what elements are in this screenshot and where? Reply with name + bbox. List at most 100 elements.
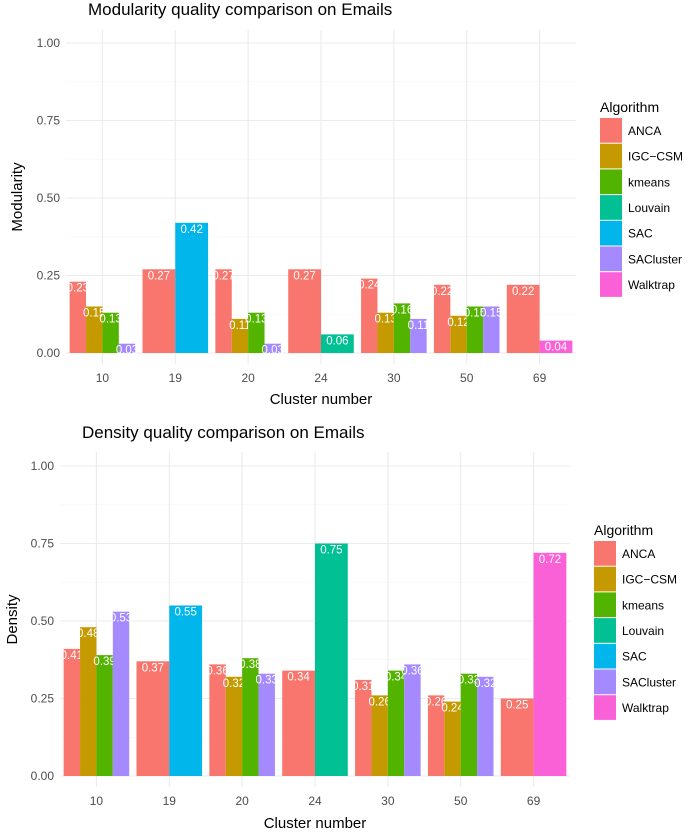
- modularity-bar-label: 0.06: [326, 335, 348, 347]
- density-x-tick-label: 50: [454, 794, 468, 808]
- modularity-legend-key: [600, 169, 622, 195]
- modularity-legend-label: IGC−CSM: [628, 150, 683, 164]
- density-bar-label: 0.72: [539, 554, 561, 566]
- density-bar: [387, 670, 405, 776]
- density-bar-label: 0.32: [223, 678, 245, 690]
- density-bar-label: 0.25: [506, 700, 528, 712]
- modularity-legend-key: [600, 195, 622, 220]
- density-bar-label: 0.36: [401, 665, 423, 677]
- modularity-legend-key: [600, 220, 622, 246]
- modularity-bar: [86, 306, 103, 353]
- modularity-y-tick-label: 0.50: [37, 191, 61, 205]
- modularity-x-axis-title: Cluster number: [270, 391, 373, 408]
- modularity-bar-label: 0.42: [180, 224, 202, 236]
- density-bar-label: 0.38: [239, 659, 261, 671]
- density-bar-label: 0.55: [174, 607, 196, 619]
- density-bar: [477, 676, 494, 776]
- density-x-tick-label: 30: [381, 794, 395, 808]
- modularity-y-tick-label: 0.75: [37, 114, 61, 128]
- density-legend-label: SACluster: [622, 675, 676, 689]
- modularity-bar: [142, 269, 176, 353]
- modularity-bar: [248, 312, 265, 353]
- modularity-legend-label: ANCA: [628, 124, 661, 138]
- modularity-bar-label: 0.15: [464, 308, 486, 320]
- modularity-bar-label: 0.22: [431, 286, 453, 298]
- density-chart-title: Density quality comparison on Emails: [82, 423, 365, 442]
- density-legend-label: SAC: [622, 650, 647, 664]
- density-x-tick-label: 20: [235, 794, 249, 808]
- modularity-x-tick-label: 30: [387, 371, 401, 385]
- density-legend-label: Walktrap: [622, 701, 669, 715]
- modularity-bar-label: 0.03: [262, 345, 284, 357]
- density-bar-label: 0.34: [385, 672, 408, 684]
- modularity-bar-label: 0.23: [67, 283, 89, 295]
- density-legend-key: [594, 669, 616, 695]
- density-bar-label: 0.32: [474, 678, 496, 690]
- density-bar: [282, 670, 315, 776]
- modularity-bar: [483, 306, 500, 353]
- modularity-bar-label: 0.13: [99, 314, 121, 326]
- modularity-bar: [450, 315, 467, 353]
- modularity-bar-label: 0.16: [391, 304, 413, 316]
- density-x-tick-label: 19: [163, 794, 177, 808]
- density-bar: [80, 627, 97, 776]
- density-legend-label: IGC−CSM: [622, 573, 677, 587]
- density-bar: [63, 648, 81, 776]
- density-bar-label: 0.26: [368, 696, 390, 708]
- modularity-legend-key: [600, 246, 622, 272]
- density-bar-label: 0.33: [256, 675, 278, 687]
- modularity-legend-label: Louvain: [628, 201, 670, 215]
- density-y-tick-label: 0.50: [31, 614, 55, 628]
- density-x-tick-label: 10: [90, 794, 104, 808]
- modularity-legend: Algorithm ANCA IGC−CSM kmeans Louvain SAC SACl…: [600, 99, 683, 297]
- modularity-bar: [215, 269, 232, 353]
- density-y-tick-label: 0.75: [31, 537, 55, 551]
- modularity-x-tick-label: 24: [314, 371, 328, 385]
- density-bar-label: 0.39: [93, 656, 115, 668]
- modularity-legend-key: [600, 272, 622, 297]
- density-legend-label: kmeans: [622, 598, 664, 612]
- density-bar-label: 0.36: [206, 665, 228, 677]
- modularity-x-tick-label: 69: [533, 371, 547, 385]
- modularity-legend-label: SACluster: [628, 252, 682, 266]
- density-bar: [169, 605, 203, 776]
- modularity-legend-label: kmeans: [628, 175, 670, 189]
- density-bar: [404, 664, 421, 776]
- density-bar-label: 0.75: [320, 545, 342, 557]
- density-bar: [533, 552, 567, 776]
- modularity-bar: [69, 281, 87, 353]
- density-bar: [315, 543, 348, 776]
- modularity-bar-label: 0.22: [512, 286, 534, 298]
- density-bar: [112, 611, 130, 776]
- modularity-legend-key: [600, 118, 622, 143]
- modularity-bar: [264, 343, 281, 353]
- modularity-legend-label: SAC: [628, 227, 653, 241]
- density-bar-label: 0.53: [110, 613, 132, 625]
- density-bar-label: 0.37: [142, 662, 164, 674]
- density-legend-label: Louvain: [622, 624, 664, 638]
- density-legend: Algorithm ANCA IGC−CSM kmeans Louvain SAC SACl…: [594, 522, 677, 720]
- modularity-chart: 0.00 0.25 0.50 0.75 1.00 10 19 20 24 30 50 69 0.23 0.…: [9, 0, 683, 408]
- density-bar-label: 0.24: [441, 703, 464, 715]
- density-bar: [444, 701, 461, 776]
- density-x-tick-label: 24: [308, 794, 322, 808]
- density-bar: [355, 679, 372, 776]
- density-legend-title: Algorithm: [594, 522, 653, 538]
- density-bar-label: 0.41: [61, 650, 83, 662]
- modularity-bar: [231, 318, 249, 353]
- density-bar-label: 0.31: [352, 681, 374, 693]
- modularity-bar: [377, 312, 394, 353]
- modularity-x-tick-label: 19: [169, 371, 183, 385]
- density-bar-label: 0.48: [77, 628, 99, 640]
- modularity-legend-title: Algorithm: [600, 99, 659, 115]
- modularity-bar: [433, 284, 451, 353]
- modularity-chart-title: Modularity quality comparison on Emails: [88, 0, 392, 19]
- modularity-bar: [410, 318, 427, 353]
- modularity-bar-label: 0.27: [293, 270, 315, 282]
- density-bar: [242, 658, 259, 776]
- density-y-axis-title: Density: [4, 594, 21, 645]
- modularity-y-axis-title: Modularity: [9, 162, 26, 232]
- density-bar: [96, 655, 113, 776]
- modularity-bar-label: 0.15: [83, 308, 105, 320]
